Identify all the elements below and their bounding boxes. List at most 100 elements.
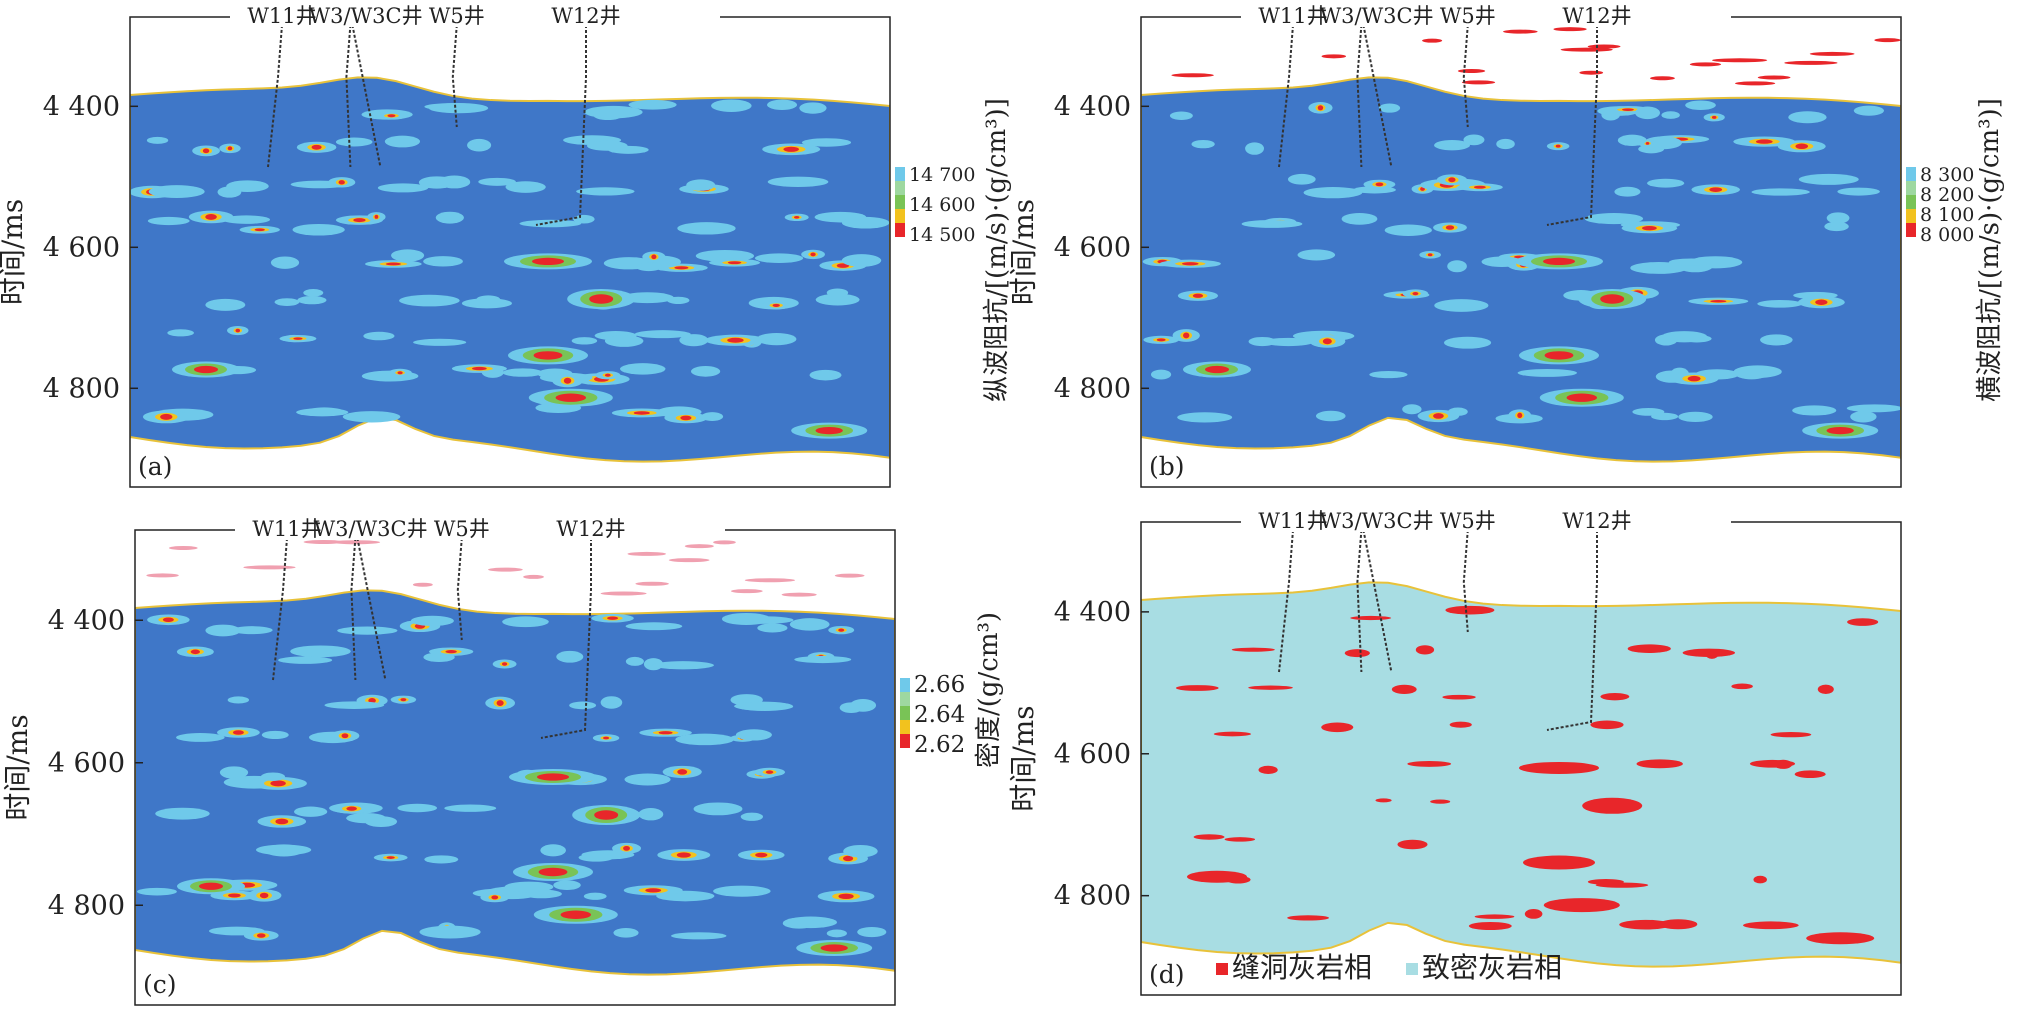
vug-patch [1231, 647, 1275, 652]
rock-body [1141, 581, 1901, 968]
anomaly-core [1622, 108, 1634, 111]
y-tick-label: 4 800 [1054, 881, 1131, 912]
anomaly-core [680, 415, 692, 421]
vug-patch [1375, 798, 1392, 803]
vug-patch [1213, 731, 1252, 737]
colorbar-label: 横波阻抗/[(m/s)·(g/cm³)] [1975, 98, 2005, 402]
anomaly-patch [1384, 224, 1432, 236]
anomaly-patch [1788, 111, 1827, 124]
anomaly-patch [701, 412, 724, 421]
anomaly-core [1156, 338, 1166, 342]
overburden-streak [1809, 51, 1855, 56]
anomaly-patch [176, 733, 225, 742]
anomaly-core [1815, 299, 1828, 305]
overburden-streak [1757, 75, 1791, 80]
anomaly-patch [1757, 299, 1803, 308]
anomaly-patch [624, 773, 671, 786]
overburden-streak [1560, 47, 1613, 52]
anomaly-core [633, 411, 650, 415]
colorbar-swatch [1906, 209, 1916, 223]
anomaly-patch [278, 656, 333, 664]
anomaly-patch [671, 932, 727, 940]
anomaly-core [1555, 144, 1561, 148]
vug-patch [1397, 839, 1428, 850]
anomaly-patch [1584, 213, 1644, 225]
anomaly-patch [384, 135, 421, 148]
anomaly-patch [809, 369, 842, 381]
anomaly-patch [735, 729, 772, 741]
overburden-streak [331, 540, 381, 545]
well-trace [1356, 24, 1363, 168]
well-trace [1362, 529, 1393, 673]
anomaly-patch [841, 216, 890, 229]
anomaly-core [623, 845, 630, 851]
vug-patch [1187, 870, 1247, 883]
anomaly-patch [219, 766, 249, 779]
anomaly-patch [274, 298, 300, 306]
anomaly-core [338, 180, 345, 185]
colorbar-tick-label: 2.66 [914, 672, 965, 698]
anomaly-patch [1517, 368, 1577, 377]
anomaly-core [254, 228, 265, 232]
anomaly-core [651, 254, 657, 260]
panel-label: (c) [143, 970, 177, 999]
vug-patch [1430, 799, 1451, 804]
anomaly-core [594, 810, 619, 820]
anomaly-patch [1853, 105, 1884, 116]
anomaly-core [228, 893, 241, 898]
colorbar-swatch [895, 167, 905, 181]
section-plot [1141, 529, 1901, 968]
anomaly-core [256, 933, 266, 938]
vug-patch [1524, 909, 1543, 919]
colorbar-swatch [895, 223, 905, 237]
vug-patch [1407, 760, 1452, 767]
vug-patch [1636, 759, 1683, 769]
anomaly-core [1445, 225, 1455, 230]
anomaly-patch [424, 855, 459, 864]
anomaly-core [658, 731, 673, 735]
vug-patch [1445, 605, 1495, 615]
anomaly-patch [1378, 103, 1401, 113]
vug-patch [1543, 898, 1620, 913]
anomaly-patch [801, 138, 852, 147]
vug-patch [1582, 797, 1643, 814]
colorbar-swatch [895, 209, 905, 223]
anomaly-core [838, 893, 854, 899]
y-tick-label: 4 400 [1054, 597, 1131, 628]
overburden-streak [730, 589, 763, 594]
anomaly-core [1412, 291, 1419, 296]
vug-patch [1770, 732, 1812, 738]
anomaly-patch [1850, 411, 1877, 423]
well-label: W3/W3C井 [314, 517, 428, 541]
legend-swatch [1406, 963, 1418, 975]
vug-patch [1619, 919, 1672, 930]
rock-body [135, 589, 895, 976]
anomaly-core [491, 895, 499, 900]
anomaly-patch [504, 881, 554, 893]
anomaly-patch [146, 136, 169, 144]
anomaly-core [1826, 427, 1854, 435]
anomaly-patch [502, 616, 549, 628]
anomaly-core [311, 144, 322, 150]
anomaly-core [674, 266, 689, 270]
colorbar-tick-label: 2.62 [914, 732, 965, 758]
overburden-streak [303, 540, 344, 545]
vug-patch [1705, 649, 1719, 659]
vug-patch [1287, 915, 1330, 921]
anomaly-patch [757, 623, 788, 633]
vug-patch [1587, 878, 1624, 885]
vug-patch [1391, 684, 1417, 694]
y-tick-label: 4 800 [43, 373, 120, 404]
y-tick-label: 4 600 [48, 748, 125, 779]
colorbar: 2.66 2.64 2.62 [900, 672, 965, 758]
anomaly-core [1543, 257, 1575, 265]
anomaly-patch [502, 368, 543, 377]
anomaly-patch [578, 853, 614, 862]
overburden-streak [834, 573, 865, 578]
anomaly-core [1317, 105, 1324, 111]
anomaly-patch [1241, 219, 1303, 228]
anomaly-patch [569, 701, 597, 710]
anomaly-patch [444, 804, 497, 812]
